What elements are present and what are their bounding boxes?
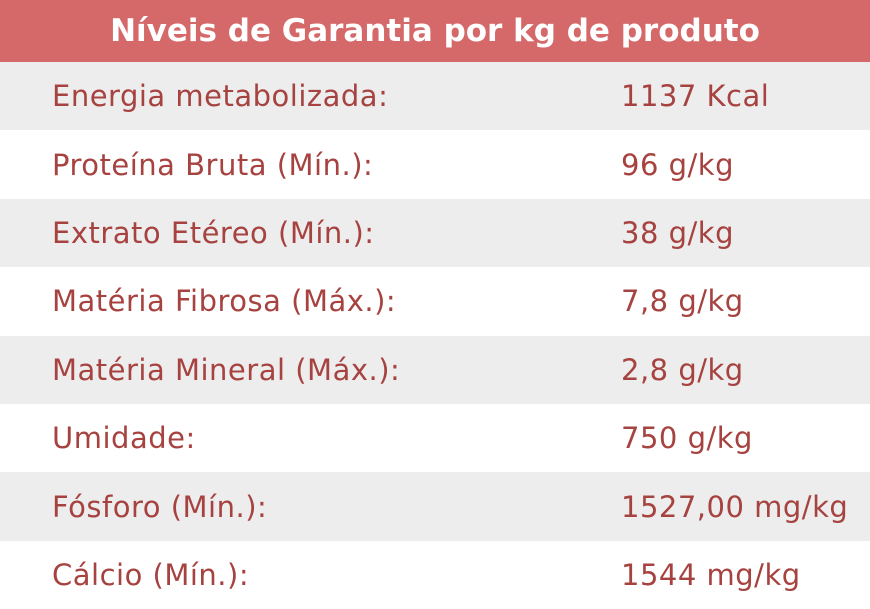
row-label: Fósforo (Mín.):	[52, 489, 268, 524]
row-label: Matéria Fibrosa (Máx.):	[52, 284, 397, 319]
row-label: Umidade:	[52, 421, 196, 456]
row-value: 750 g/kg	[621, 421, 753, 456]
table-row: Proteína Bruta (Mín.): 96 g/kg	[0, 130, 870, 199]
table-row: Extrato Etéreo (Mín.): 38 g/kg	[0, 198, 870, 268]
table-title: Níveis de Garantia por kg de produto	[0, 0, 870, 62]
row-label: Matéria Mineral (Máx.):	[52, 352, 401, 387]
row-label: Extrato Etéreo (Mín.):	[52, 215, 375, 250]
row-value: 96 g/kg	[621, 147, 735, 182]
table-row: Energia metabolizada: 1137 Kcal	[0, 62, 870, 131]
row-value: 38 g/kg	[621, 215, 735, 250]
table-row: Fósforo (Mín.): 1527,00 mg/kg	[0, 472, 870, 541]
table-row: Cálcio (Mín.): 1544 mg/kg	[0, 540, 870, 609]
row-value: 7,8 g/kg	[621, 284, 744, 319]
row-label: Cálcio (Mín.):	[52, 557, 250, 592]
table-row: Matéria Fibrosa (Máx.): 7,8 g/kg	[0, 267, 870, 336]
table-row: Umidade: 750 g/kg	[0, 403, 870, 473]
row-label: Proteína Bruta (Mín.):	[52, 147, 374, 182]
row-value: 1527,00 mg/kg	[621, 489, 849, 524]
row-value: 1137 Kcal	[621, 79, 770, 114]
row-value: 1544 mg/kg	[621, 557, 801, 592]
table-row: Matéria Mineral (Máx.): 2,8 g/kg	[0, 335, 870, 404]
row-value: 2,8 g/kg	[621, 352, 744, 387]
row-label: Energia metabolizada:	[52, 79, 389, 114]
